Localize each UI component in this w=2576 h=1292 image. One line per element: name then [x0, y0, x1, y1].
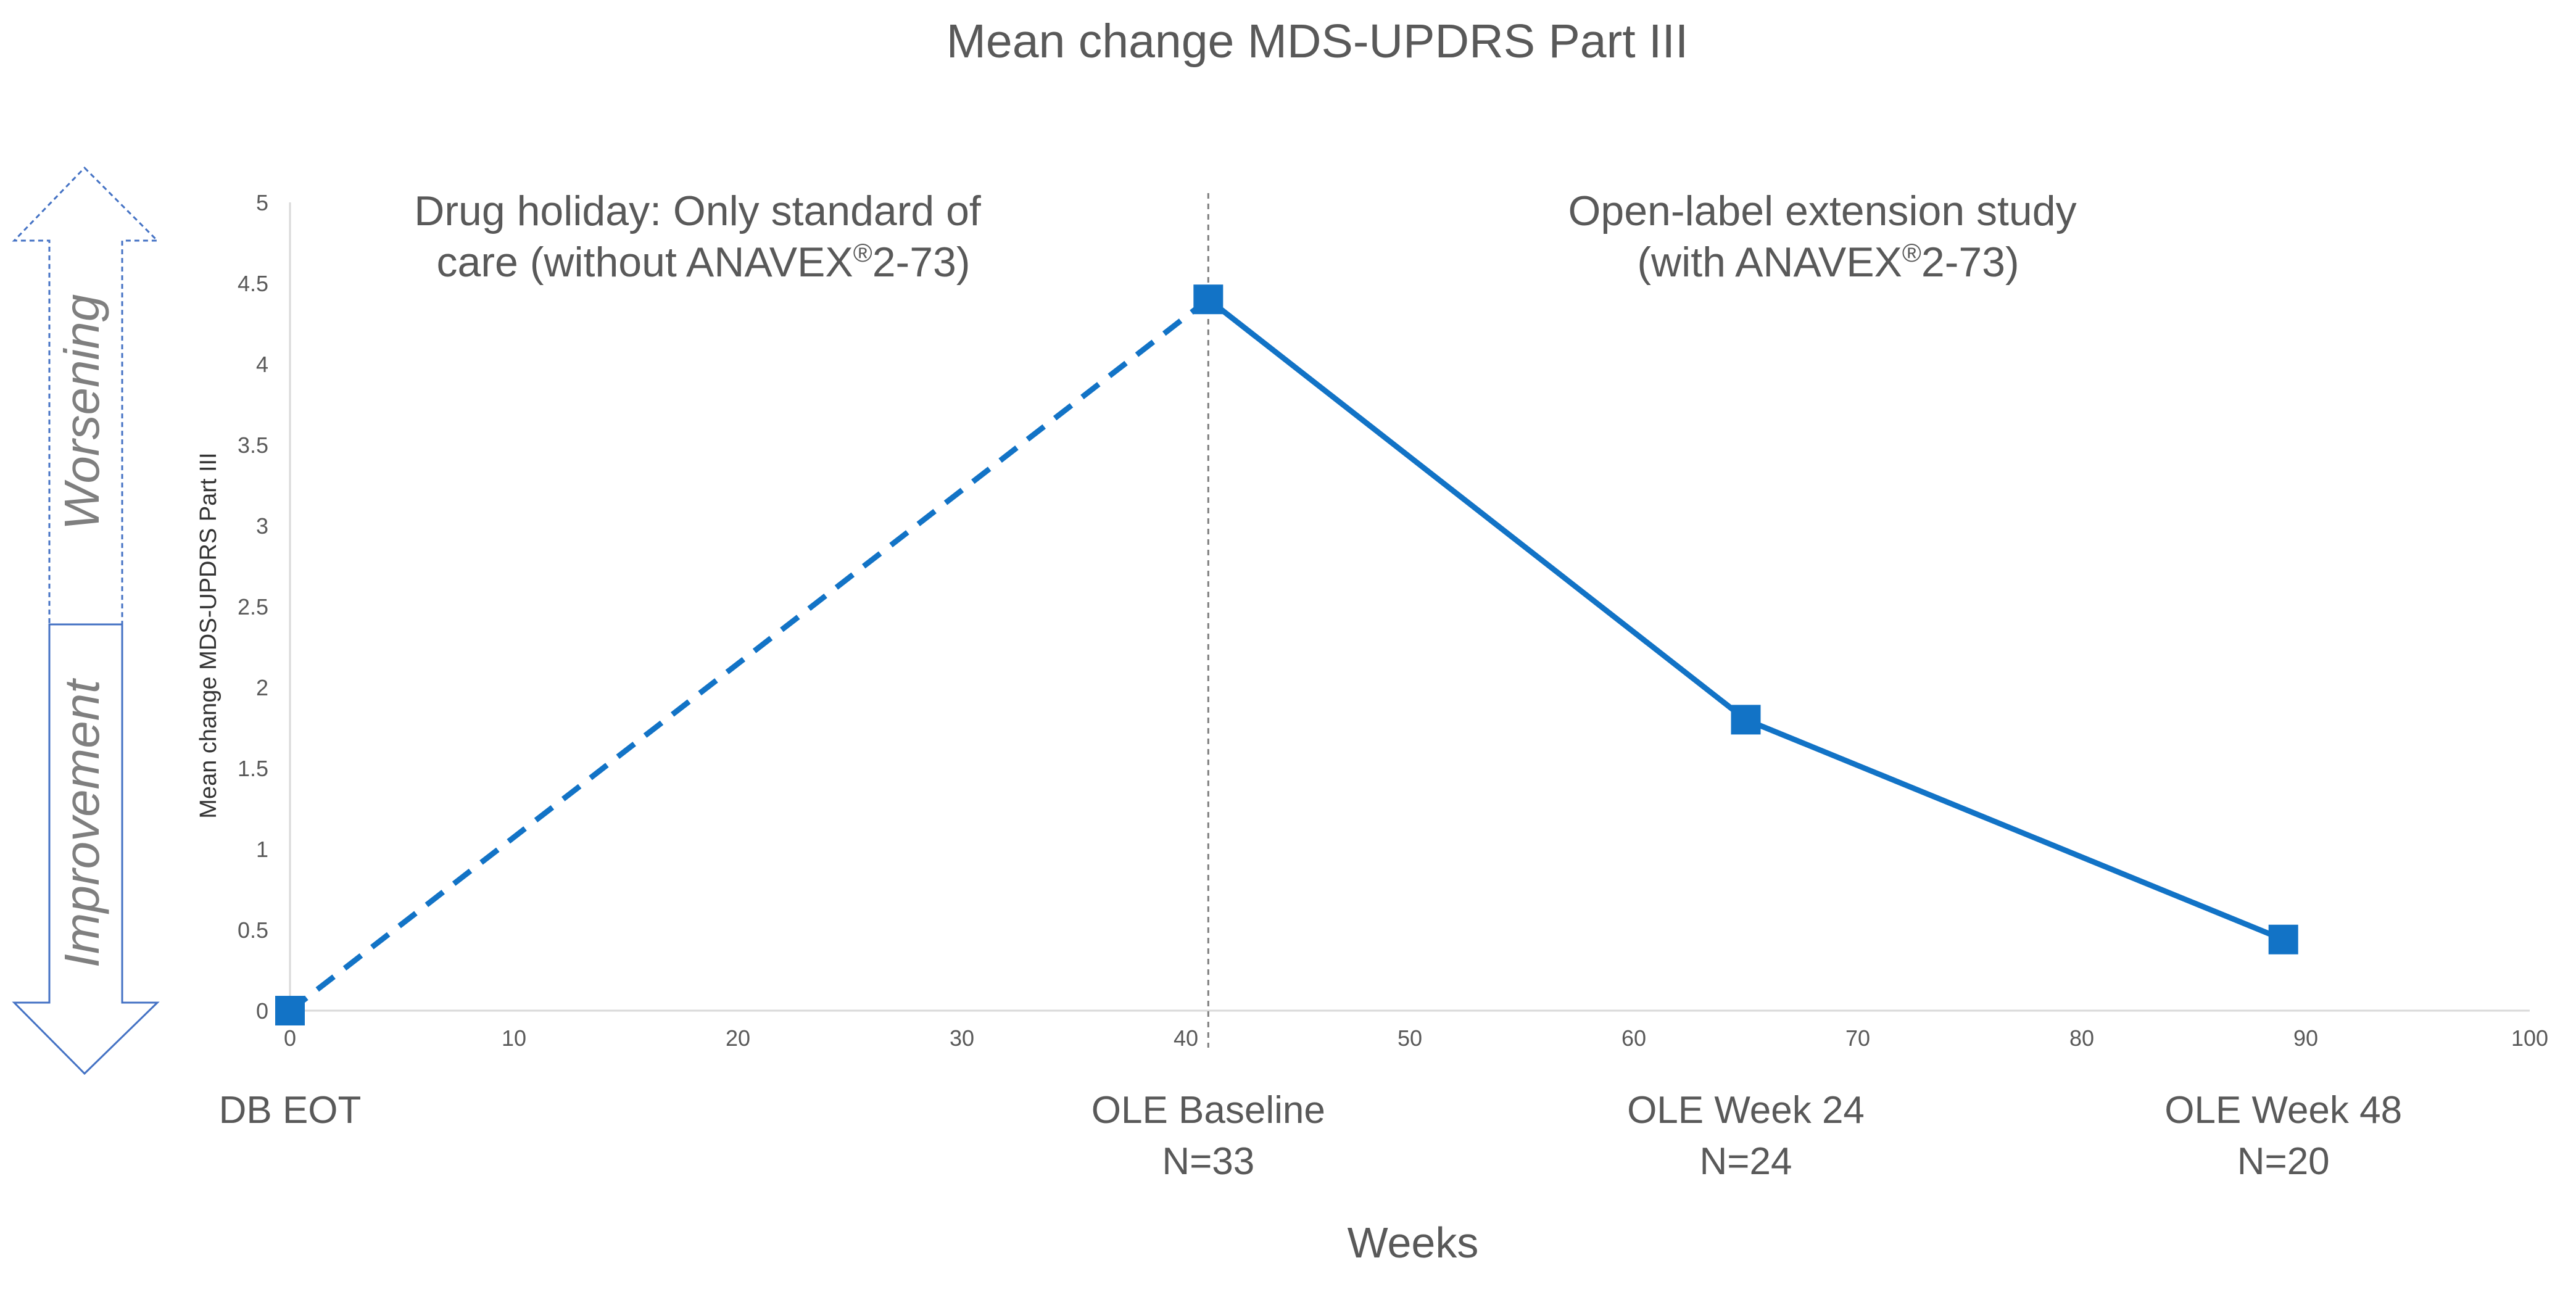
x-tick-label: 80 [2069, 1025, 2094, 1051]
left-period-text-b: 2-73) [872, 239, 971, 286]
series-segment [1206, 297, 1748, 722]
y-tick-label: 2.5 [238, 594, 268, 619]
y-tick-label: 0 [256, 998, 268, 1024]
x-tick-label: 20 [726, 1025, 750, 1051]
y-tick-label: 4.5 [238, 271, 268, 296]
y-tick-label: 3.5 [238, 433, 268, 458]
timepoint-label-line: OLE Week 48 [2164, 1089, 2402, 1132]
x-tick-label: 10 [502, 1025, 526, 1051]
right-period-annotation: Open-label extension study (with ANAVEX®… [1568, 188, 2089, 286]
improvement-label: Improvement [54, 678, 109, 968]
y-tick-label: 0.5 [238, 917, 268, 943]
timepoint-label-line: N=20 [2237, 1140, 2330, 1183]
series-segment-dashed [288, 297, 1211, 1013]
worsening-label: Worsening [54, 294, 109, 530]
y-tick-label: 3 [256, 513, 268, 539]
y-tick-label: 1.5 [238, 756, 268, 781]
improvement-arrow [12, 623, 160, 1075]
data-point-marker [2268, 924, 2298, 955]
x-tick-label: 30 [950, 1025, 974, 1051]
direction-arrow: Worsening Improvement [12, 166, 160, 1075]
timepoint-label-line: OLE Baseline [1091, 1089, 1325, 1132]
series-segment [1744, 717, 2285, 942]
y-tick-label: 4 [256, 352, 268, 377]
timepoint-label: OLE Week 24 N=24 [1627, 1089, 1865, 1183]
left-period-text-a: care (without ANAVEX [437, 239, 853, 286]
x-tick-label: 40 [1174, 1025, 1198, 1051]
timepoint-label-line: N=24 [1700, 1140, 1792, 1183]
timepoint-label-line: OLE Week 24 [1627, 1089, 1865, 1132]
axes [289, 202, 2530, 1012]
right-period-text-b: 2-73) [1921, 239, 2019, 286]
left-period-registered-mark: ® [853, 238, 872, 267]
data-point-marker [275, 996, 305, 1025]
data-point-marker [1193, 284, 1224, 315]
y-tick-labels: 0 0.5 1 1.5 2 2.5 3 3.5 4 4.5 5 [238, 190, 268, 1024]
timepoint-label-line: DB EOT [219, 1089, 362, 1132]
worsening-arrow [12, 166, 160, 626]
right-period-line-2: (with ANAVEX®2-73) [1637, 238, 2019, 286]
timepoint-label: DB EOT [219, 1089, 362, 1132]
x-tick-label: 100 [2511, 1025, 2548, 1051]
right-period-text-a: (with ANAVEX [1637, 239, 1902, 286]
left-period-line-1: Drug holiday: Only standard of [414, 188, 981, 234]
x-axis-title: Weeks [1348, 1219, 1479, 1267]
left-period-line-2: care (without ANAVEX®2-73) [437, 238, 971, 286]
timepoint-label: OLE Baseline N=33 [1091, 1089, 1325, 1183]
series-mean-change [275, 284, 2298, 1025]
right-period-line-1: Open-label extension study [1568, 188, 2077, 234]
timepoint-label: OLE Week 48 N=20 [2164, 1089, 2402, 1183]
right-period-registered-mark: ® [1902, 238, 1921, 267]
y-axis-title: Mean change MDS-UPDRS Part III [196, 452, 222, 818]
x-tick-label: 0 [284, 1025, 296, 1051]
x-tick-labels: 0 10 20 30 40 50 60 70 80 90 100 [284, 1025, 2548, 1051]
y-tick-label: 1 [256, 837, 268, 862]
data-point-marker [1731, 705, 1761, 735]
x-tick-label: 50 [1398, 1025, 1422, 1051]
x-tick-label: 90 [2293, 1025, 2318, 1051]
left-period-annotation: Drug holiday: Only standard of care (wit… [414, 188, 992, 286]
x-tick-label: 60 [1621, 1025, 1646, 1051]
timepoint-label-line: N=33 [1162, 1140, 1254, 1183]
x-tick-label: 70 [1845, 1025, 1870, 1051]
chart-title: Mean change MDS-UPDRS Part III [946, 15, 1689, 68]
y-tick-label: 2 [256, 675, 268, 700]
y-tick-label: 5 [256, 190, 268, 215]
